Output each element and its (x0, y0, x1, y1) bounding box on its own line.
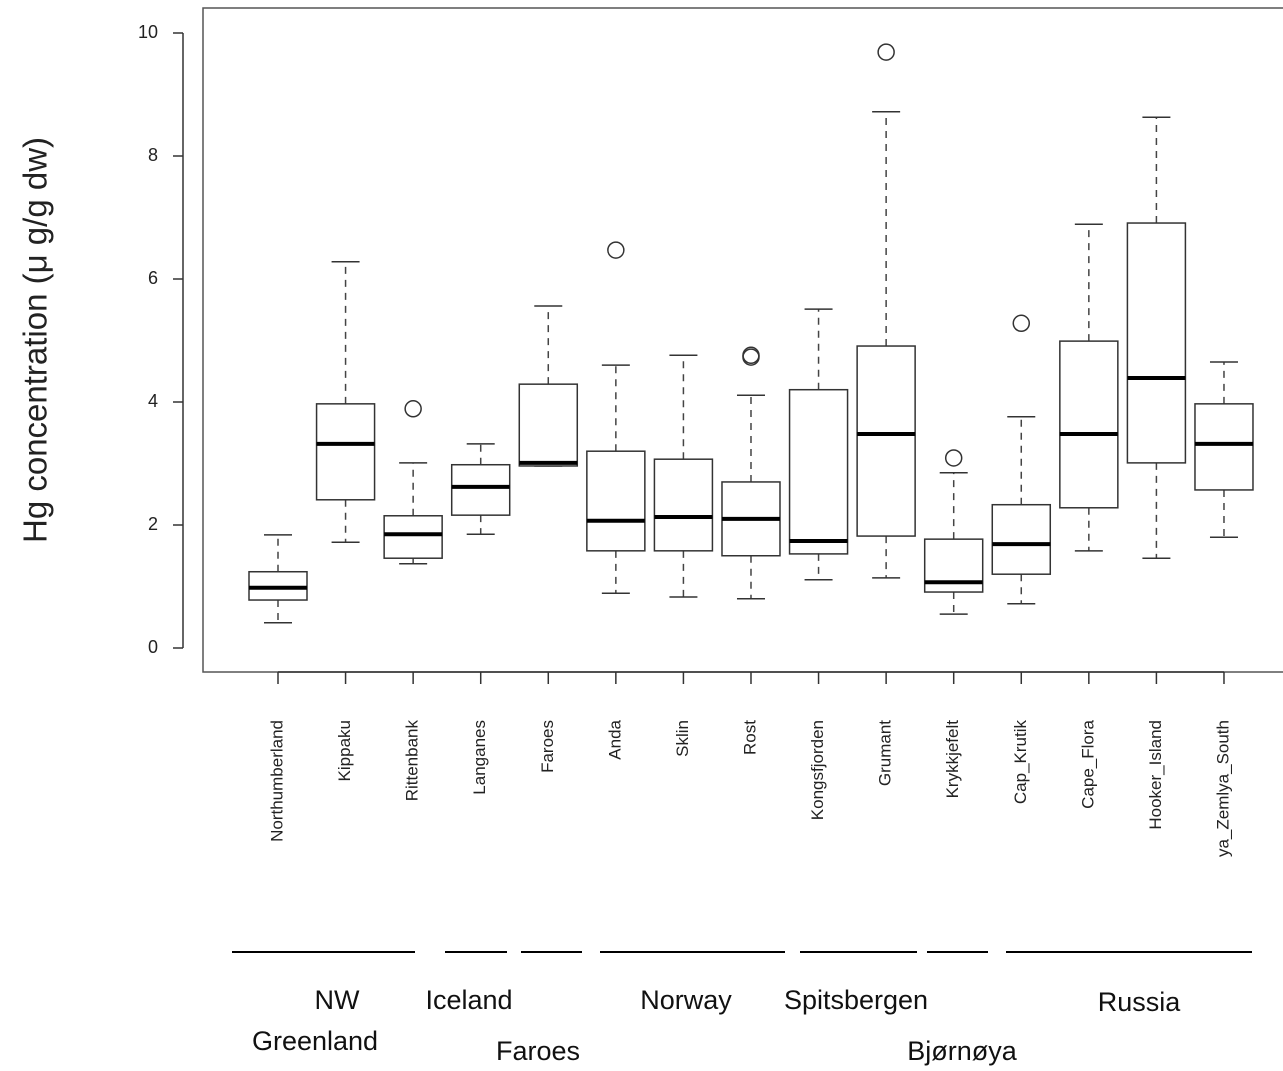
y-axis-label: Hg concentration (μ g/g dw) (17, 137, 54, 543)
region-label: Greenland (252, 1026, 378, 1056)
x-tick-label: Kongsfjorden (808, 720, 827, 820)
x-tick-label: Hooker_Island (1146, 720, 1165, 830)
box (518, 383, 579, 467)
box (315, 403, 376, 501)
region-label: NW (315, 985, 360, 1015)
box (586, 450, 646, 552)
y-tick-label: 0 (148, 637, 158, 657)
y-tick-label: 2 (148, 514, 158, 534)
x-tick-label: Rost (740, 720, 759, 755)
box (1194, 403, 1254, 491)
x-tick-label: Faroes (538, 720, 557, 773)
x-tick-label: Krykkjefelt (943, 720, 962, 799)
plot-frame (202, 7, 1283, 673)
box (450, 463, 511, 516)
x-tick-label: Kippaku (335, 720, 354, 781)
y-tick-label: 6 (148, 268, 158, 288)
x-tick-label: Northumberland (267, 720, 286, 842)
outlier (404, 400, 422, 418)
x-tick-label: Anda (605, 719, 624, 759)
region-label: Spitsbergen (784, 985, 928, 1015)
x-tick-label: Rittenbank (403, 720, 422, 802)
y-tick-label: 8 (148, 145, 158, 165)
box (383, 515, 443, 559)
x-tick-label: Sklin (673, 720, 692, 757)
region-label: Bjørnøya (907, 1036, 1018, 1066)
outlier (944, 449, 963, 467)
x-tick-label: Cape_Flora (1078, 719, 1097, 808)
region-label: Russia (1098, 987, 1182, 1017)
x-tick-label: ya_Zemlya_South (1213, 720, 1232, 857)
x-tick-label: Cap_Krutik (1011, 720, 1030, 805)
region-label: Iceland (425, 985, 512, 1015)
outlier (607, 241, 625, 259)
y-tick-label: 10 (138, 22, 158, 42)
outlier (742, 348, 760, 366)
x-tick-label: Langanes (470, 720, 489, 795)
box (1126, 222, 1187, 464)
box (991, 503, 1052, 575)
outlier (877, 43, 895, 61)
region-label: Faroes (496, 1036, 580, 1066)
outlier (1012, 314, 1031, 333)
y-tick-label: 4 (148, 391, 158, 411)
box (1059, 340, 1119, 509)
box (856, 345, 916, 537)
box (788, 388, 849, 555)
region-label: Norway (640, 985, 732, 1015)
x-tick-label: Grumant (876, 720, 895, 786)
box (653, 458, 714, 552)
